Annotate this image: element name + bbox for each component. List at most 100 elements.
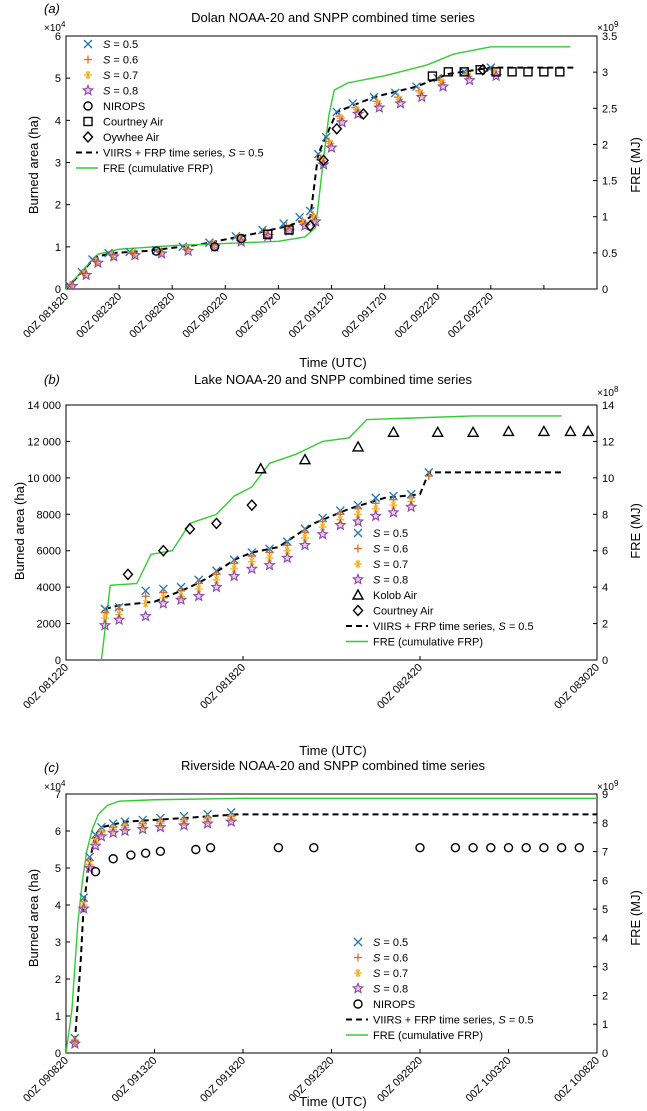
data-point-s08 <box>415 90 428 103</box>
data-point-o1 <box>273 842 284 853</box>
data-point-o2 <box>211 517 222 530</box>
legend-item: VIIRS + FRP time series, S = 0.5 <box>346 1015 534 1027</box>
x-tick-label: 00Z 092720 <box>446 291 496 341</box>
x-tick-label: 00Z 092820 <box>375 1055 425 1105</box>
y2-tick-label: 4 <box>602 933 608 945</box>
data-point-o1 <box>503 842 514 853</box>
data-point-s08 <box>112 613 126 626</box>
data-point-o2 <box>539 67 549 77</box>
data-point-s06 <box>424 472 433 481</box>
data-point-s05 <box>371 493 381 503</box>
panel-label: (a) <box>44 1 60 16</box>
y-tick-label: 5 <box>55 863 61 875</box>
legend-item: S = 0.6 <box>354 953 408 965</box>
data-point-o1 <box>466 425 480 438</box>
legend-swatch <box>353 999 363 1009</box>
data-point-o2 <box>459 67 469 77</box>
x-tick-label: 00Z 081820 <box>21 291 71 341</box>
viirs-frp-line <box>104 471 562 610</box>
y2-tick-label: 2 <box>602 990 608 1002</box>
y-tick-label: 6000 <box>37 546 61 558</box>
legend-label: S = 0.7 <box>103 70 138 82</box>
data-point-o1 <box>502 424 515 437</box>
legend-item: S = 0.5 <box>353 528 408 540</box>
y-tick-label: 7 <box>55 789 61 801</box>
legend-label: FRE (cumulative FRP) <box>373 1030 483 1042</box>
data-point-o1 <box>539 842 549 853</box>
legend-item: FRE (cumulative FRP) <box>346 637 483 649</box>
x-tick-label: 00Z 082320 <box>74 291 124 341</box>
data-point-s08 <box>351 107 365 120</box>
y-tick-label: 3 <box>55 158 61 170</box>
y-axis-label: Burned area (ha) <box>12 482 27 580</box>
data-point-s08 <box>281 551 294 564</box>
data-point-o1 <box>387 425 400 438</box>
legend-label: S = 0.6 <box>103 55 138 67</box>
chart-title: Riverside NOAA-20 and SNPP combined time… <box>181 758 485 773</box>
data-point-s08 <box>66 279 79 289</box>
data-point-o1 <box>486 842 496 853</box>
data-point-s07 <box>247 557 256 566</box>
data-point-s08 <box>177 818 191 831</box>
data-point-o1 <box>298 453 312 465</box>
y-tick-label: 14 000 <box>27 400 61 412</box>
legend-item: S = 0.6 <box>354 544 408 556</box>
data-point-s08 <box>225 815 238 827</box>
legend-label: S = 0.8 <box>373 575 408 587</box>
legend-item: S = 0.5 <box>353 937 408 949</box>
data-point-s08 <box>227 569 241 582</box>
data-point-o1 <box>581 424 595 437</box>
panel-dolan: (a) Dolan NOAA-20 and SNPP combined time… <box>21 1 643 370</box>
data-point-s08 <box>387 505 400 518</box>
x-tick-label: 00Z 082820 <box>127 291 177 341</box>
data-point-s08 <box>107 826 120 839</box>
data-point-s08 <box>181 244 195 257</box>
legend-item: S = 0.8 <box>351 573 408 587</box>
legend-item: FRE (cumulative FRP) <box>76 163 213 175</box>
data-point-s07 <box>141 599 150 608</box>
legend-swatch <box>83 101 93 111</box>
data-point-o2 <box>491 67 501 77</box>
data-point-o1 <box>108 854 118 864</box>
data-point-o1 <box>415 842 425 853</box>
x-tick-label: 00Z 090820 <box>21 1055 71 1105</box>
panel-label: (c) <box>44 760 59 775</box>
legend-swatch <box>353 528 363 538</box>
y-tick-label: 6 <box>55 31 61 43</box>
y-tick-label: 0 <box>55 1048 61 1060</box>
y2-tick-label: 2.5 <box>602 103 617 115</box>
x-tick-label: 00Z 082420 <box>375 662 425 712</box>
data-point-s08 <box>309 215 322 227</box>
x-tick-label: 00Z 100820 <box>552 1055 602 1105</box>
data-point-s08 <box>174 593 188 606</box>
legend-item: FRE (cumulative FRP) <box>346 1030 483 1042</box>
y-tick-label: 4 <box>55 115 61 127</box>
data-point-s07 <box>300 533 309 542</box>
y2-tick-label: 1 <box>602 212 608 224</box>
chart-title: Lake NOAA-20 and SNPP combined time seri… <box>194 372 472 387</box>
y2-multiplier: ×109 <box>597 20 619 34</box>
legend-swatch <box>83 39 93 49</box>
legend-item: S = 0.7 <box>84 70 138 82</box>
data-point-o2 <box>475 65 485 75</box>
legend-item: S = 0.7 <box>354 559 408 571</box>
x-axis-label: Time (UTC) <box>299 355 366 370</box>
fre-line <box>100 415 562 660</box>
data-point-o1 <box>431 425 444 438</box>
data-point-o1 <box>254 462 267 474</box>
y-tick-label: 5 <box>55 73 61 85</box>
legend-label: S = 0.8 <box>373 984 408 996</box>
data-point-o1 <box>351 440 365 452</box>
y2-axis-label: FRE (MJ) <box>628 503 643 559</box>
data-point-s08 <box>91 256 105 269</box>
y-tick-label: 2000 <box>37 619 61 631</box>
y2-tick-label: 1.5 <box>602 176 617 188</box>
legend-swatch <box>354 969 362 977</box>
data-point-s08 <box>325 141 338 153</box>
legend-item: S = 0.6 <box>84 55 138 67</box>
legend-label: Courtney Air <box>103 117 164 129</box>
data-point-s08 <box>155 247 168 259</box>
legend-swatch <box>354 953 362 962</box>
legend-label: S = 0.5 <box>103 39 138 51</box>
data-point-s08 <box>107 250 120 262</box>
